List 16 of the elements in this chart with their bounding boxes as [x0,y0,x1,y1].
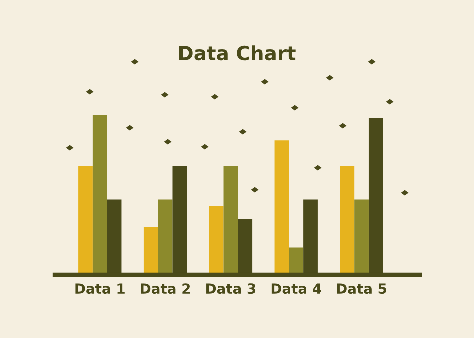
bar [209,206,224,275]
bar [274,140,290,275]
chart-title: Data Chart [180,46,296,61]
bar [92,115,108,275]
x-tick-label: Data 3 [206,284,256,294]
x-tick-label: Data 1 [76,284,125,294]
bar [78,166,93,275]
x-tick-label: Data 5 [337,284,387,294]
x-tick-label: Data 4 [272,284,322,294]
bar [158,200,173,275]
bar [340,166,355,275]
x-tick-label: Data 2 [141,284,190,294]
bar [354,200,369,275]
bar [224,166,238,275]
bar [144,227,158,275]
bar [289,248,304,275]
